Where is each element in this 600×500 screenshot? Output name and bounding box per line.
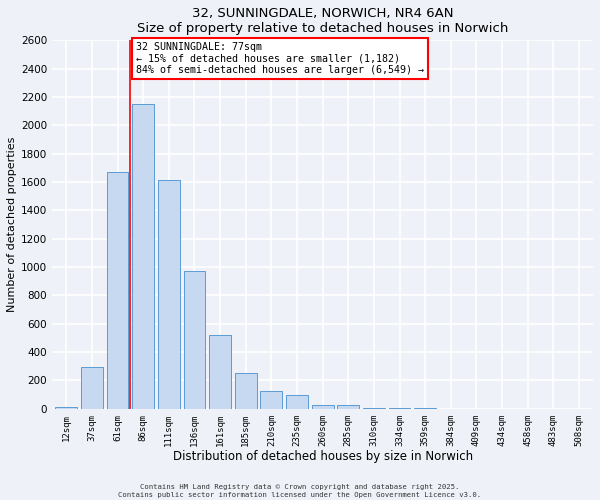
Bar	[337, 404, 359, 409]
X-axis label: Distribution of detached houses by size in Norwich: Distribution of detached houses by size …	[173, 450, 473, 463]
Bar	[158, 180, 180, 409]
Bar	[133, 104, 154, 409]
Bar	[235, 372, 257, 409]
Bar	[389, 408, 410, 409]
Bar	[260, 391, 282, 409]
Bar	[209, 335, 231, 409]
Bar	[363, 408, 385, 409]
Bar	[55, 408, 77, 409]
Bar	[312, 404, 334, 409]
Text: Contains HM Land Registry data © Crown copyright and database right 2025.
Contai: Contains HM Land Registry data © Crown c…	[118, 484, 482, 498]
Bar	[184, 272, 205, 409]
Bar	[107, 172, 128, 409]
Bar	[81, 367, 103, 409]
Bar	[286, 396, 308, 409]
Title: 32, SUNNINGDALE, NORWICH, NR4 6AN
Size of property relative to detached houses i: 32, SUNNINGDALE, NORWICH, NR4 6AN Size o…	[137, 7, 508, 35]
Text: 32 SUNNINGDALE: 77sqm
← 15% of detached houses are smaller (1,182)
84% of semi-d: 32 SUNNINGDALE: 77sqm ← 15% of detached …	[136, 42, 424, 76]
Y-axis label: Number of detached properties: Number of detached properties	[7, 137, 17, 312]
